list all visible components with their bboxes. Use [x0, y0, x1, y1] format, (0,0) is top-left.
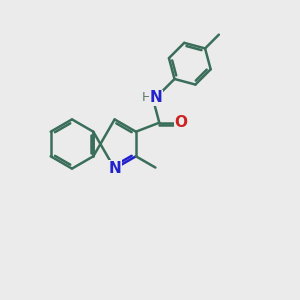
Text: O: O [175, 115, 188, 130]
Text: H: H [142, 91, 152, 104]
Text: N: N [108, 161, 121, 176]
Text: N: N [150, 90, 163, 105]
